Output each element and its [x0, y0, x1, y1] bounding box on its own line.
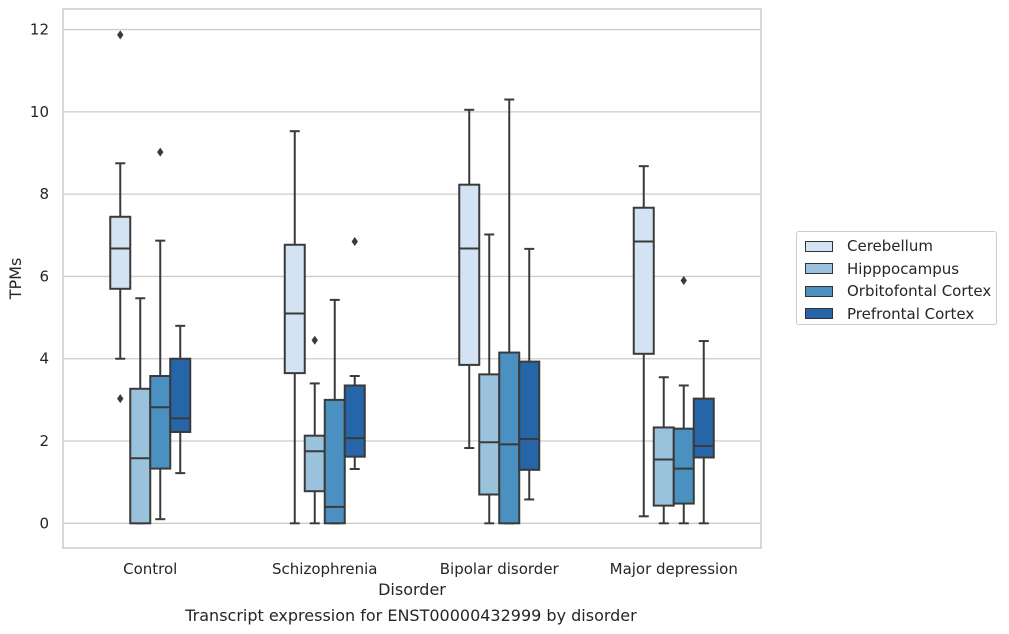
outlier-point — [117, 394, 124, 404]
outlier-point — [680, 276, 687, 286]
legend-item: Orbitofontal Cortex — [805, 281, 991, 301]
x-tick-label: Control — [123, 560, 177, 578]
legend-item: Cerebellum — [805, 236, 933, 256]
plot-frame — [62, 8, 762, 549]
box-iqr — [149, 375, 172, 470]
box-plot-boxes — [109, 30, 715, 525]
legend-swatch — [805, 263, 833, 274]
legend-item: Hipppocampus — [805, 259, 959, 279]
legend-label: Hipppocampus — [847, 259, 960, 278]
outlier-point — [351, 236, 358, 246]
x-tick-label: Major depression — [610, 560, 738, 578]
y-tick-label: 12 — [30, 21, 49, 39]
outlier-point — [157, 147, 164, 157]
box-iqr — [303, 434, 326, 493]
box-prefrontal-cortex — [343, 236, 366, 471]
legend-label: Cerebellum — [847, 237, 933, 255]
box-iqr — [283, 243, 306, 375]
legend-swatch — [805, 308, 833, 319]
box-prefrontal-cortex — [518, 247, 541, 501]
box-iqr — [343, 384, 366, 458]
legend-label: Orbitofontal Cortex — [847, 282, 992, 300]
x-tick-label: Schizophrenia — [272, 560, 377, 578]
axis-ticks: 0 2 4 6 8 10 12 Control Schizophrenia Bipolar dis… — [30, 21, 738, 578]
box-iqr — [692, 397, 715, 459]
x-tick-label: Bipolar disorder — [440, 560, 560, 578]
box-iqr — [632, 206, 655, 355]
box-iqr — [652, 426, 675, 507]
chart-caption: Transcript expression for ENST0000043299… — [185, 606, 637, 625]
y-axis-label: TPMs — [6, 258, 25, 301]
box-iqr — [129, 387, 152, 525]
box-hipppocampus — [303, 335, 326, 525]
legend: Cerebellum Hipppocampus Orbitofontal Corte… — [796, 231, 997, 325]
box-iqr — [498, 351, 521, 525]
y-tick-label: 8 — [39, 185, 49, 203]
x-axis-label: Disorder — [378, 580, 446, 599]
box-cerebellum — [283, 130, 306, 525]
box-orbitofontal-cortex — [498, 98, 521, 525]
box-orbitofontal-cortex — [672, 276, 695, 525]
outlier-point — [311, 335, 318, 345]
box-iqr — [518, 360, 541, 471]
box-prefrontal-cortex — [692, 340, 715, 525]
box-cerebellum — [109, 30, 132, 404]
box-iqr — [169, 357, 192, 433]
box-iqr — [109, 215, 132, 290]
box-orbitofontal-cortex — [149, 147, 172, 521]
box-orbitofontal-cortex — [323, 298, 346, 525]
box-cerebellum — [458, 108, 481, 450]
box-iqr — [458, 183, 481, 366]
box-iqr — [323, 398, 346, 525]
y-tick-label: 4 — [39, 350, 49, 368]
y-tick-label: 2 — [39, 432, 49, 450]
box-prefrontal-cortex — [169, 324, 192, 475]
box-hipppocampus — [129, 297, 152, 525]
box-cerebellum — [632, 165, 655, 518]
y-tick-label: 6 — [39, 267, 49, 285]
legend-swatch — [805, 285, 833, 297]
box-hipppocampus — [652, 376, 675, 525]
legend-label: Prefrontal Cortex — [847, 304, 975, 323]
outlier-point — [117, 30, 124, 40]
y-tick-label: 10 — [30, 103, 49, 121]
box-iqr — [478, 373, 501, 496]
legend-swatch — [805, 240, 833, 252]
legend-item: Prefrontal Cortex — [805, 304, 974, 324]
box-iqr — [672, 427, 695, 505]
box-hipppocampus — [478, 233, 501, 525]
y-tick-label: 0 — [39, 514, 49, 532]
